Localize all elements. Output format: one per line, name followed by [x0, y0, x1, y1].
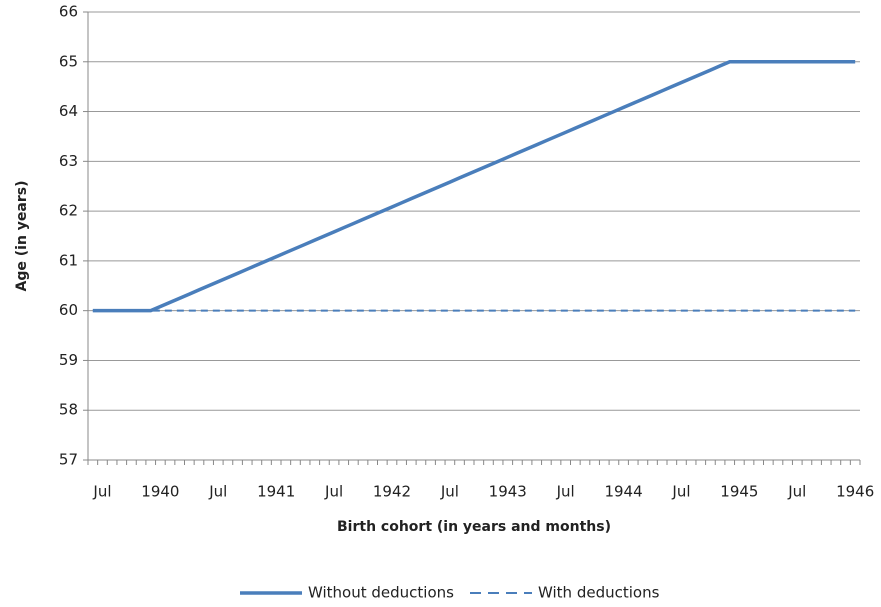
- y-tick-label: 57: [59, 451, 78, 469]
- x-tick-label: 1940: [141, 483, 179, 501]
- x-tick-label: Jul: [787, 483, 806, 501]
- y-tick-label: 61: [59, 251, 78, 269]
- y-tick-label: 65: [59, 52, 78, 70]
- x-axis-title: Birth cohort (in years and months): [337, 519, 611, 535]
- x-tick-label: Jul: [556, 483, 575, 501]
- y-axis-title: Age (in years): [14, 181, 30, 292]
- y-tick-label: 60: [59, 301, 78, 319]
- x-tick-label: 1941: [257, 483, 295, 501]
- x-tick-label: 1946: [836, 483, 874, 501]
- x-tick-label: Jul: [208, 483, 227, 501]
- x-tick-label: 1943: [489, 483, 527, 501]
- y-tick-label: 58: [59, 401, 78, 419]
- x-tick-label: Jul: [671, 483, 690, 501]
- y-tick-label: 63: [59, 152, 78, 170]
- legend-label: Without deductions: [308, 584, 454, 602]
- x-tick-label: Jul: [440, 483, 459, 501]
- y-tick-label: 62: [59, 202, 78, 220]
- legend-label: With deductions: [538, 584, 660, 602]
- y-tick-label: 64: [59, 102, 78, 120]
- x-tick-label: Jul: [324, 483, 343, 501]
- x-tick-label: 1945: [720, 483, 758, 501]
- y-tick-label: 66: [59, 3, 78, 21]
- line: [92, 60, 856, 313]
- x-tick-label: 1942: [373, 483, 411, 501]
- x-tick-label: Jul: [92, 483, 111, 501]
- x-tick-label: 1944: [604, 483, 642, 501]
- y-tick-label: 59: [59, 351, 78, 369]
